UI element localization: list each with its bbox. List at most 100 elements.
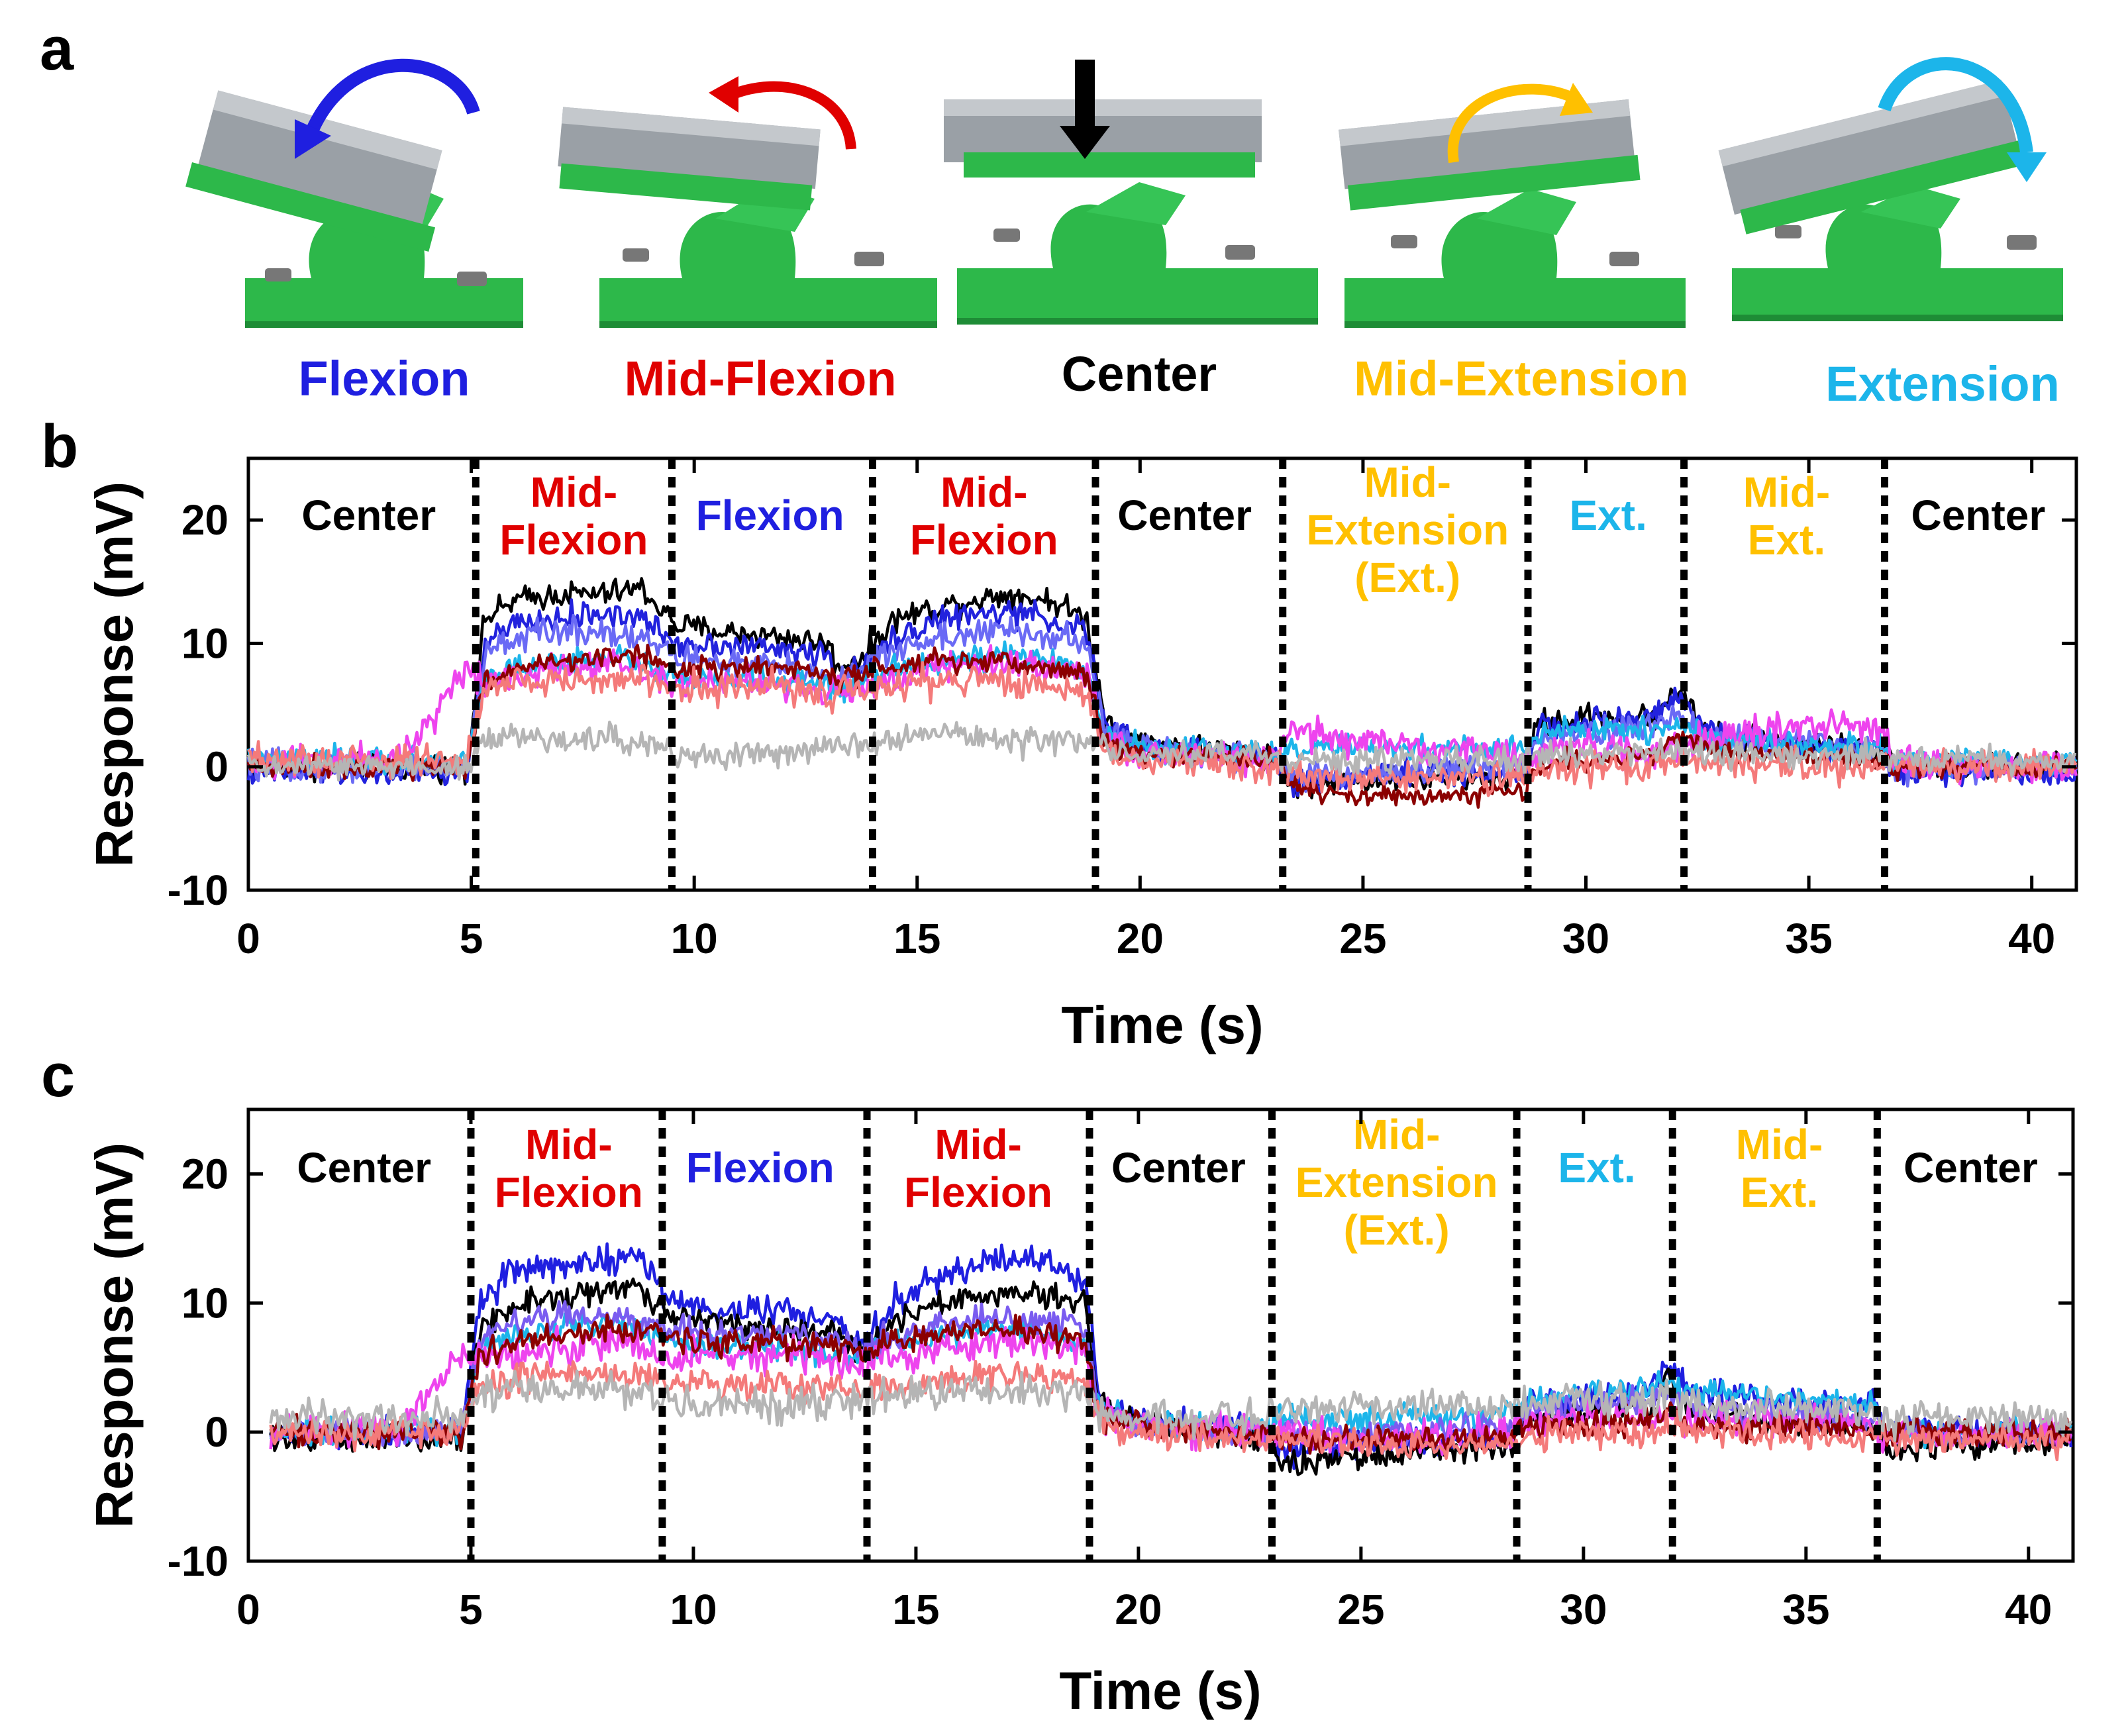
- x-axis-title: Time (s): [1059, 1661, 1261, 1720]
- x-tick-label: 10: [670, 1586, 717, 1633]
- panel-label-b: b: [41, 413, 78, 480]
- y-tick-label: 10: [181, 1279, 228, 1327]
- down-arrow-icon: [1060, 126, 1110, 159]
- phase-label: Center: [1111, 1144, 1246, 1192]
- x-tick-label: 20: [1117, 915, 1164, 962]
- x-tick-label: 30: [1562, 915, 1609, 962]
- phase-label: Center: [1911, 491, 2046, 539]
- phase-label: (Ext.): [1344, 1206, 1450, 1254]
- panel-a: Flexion Mid-Flexion: [185, 57, 2063, 411]
- device-photo-center: Center: [944, 60, 1318, 401]
- photo-label-center: Center: [1062, 346, 1217, 401]
- phase-label: Flexion: [910, 516, 1058, 564]
- plot-frame: [246, 1107, 2075, 1563]
- phase-label: Ext.: [1558, 1144, 1635, 1192]
- series-line-8: [269, 1369, 2073, 1443]
- x-tick-label: 10: [671, 915, 718, 962]
- phase-label: Flexion: [499, 516, 648, 564]
- phase-label: Ext.: [1748, 516, 1825, 564]
- x-tick-label: 25: [1337, 1586, 1384, 1633]
- photo-label-flexion: Flexion: [298, 351, 470, 406]
- device-photo-mid-extension: Mid-Extension: [1339, 83, 1689, 406]
- series-line-8: [246, 720, 2077, 782]
- phase-boundary-layer: [472, 458, 1889, 890]
- phase-label: Center: [297, 1144, 431, 1192]
- phase-label: Mid-: [1353, 1111, 1441, 1158]
- series-line-7: [269, 1359, 2072, 1462]
- x-tick-label: 35: [1786, 915, 1833, 962]
- x-tick-label: 40: [2005, 1586, 2052, 1633]
- phase-label: Mid-: [940, 468, 1028, 516]
- curved-arrow-icon: [1447, 83, 1579, 164]
- x-tick-label: 35: [1782, 1586, 1829, 1633]
- series-line-6: [246, 643, 2078, 809]
- panel-label-a: a: [40, 15, 74, 83]
- phase-label: (Ext.): [1354, 554, 1460, 601]
- phase-label: Mid-: [525, 1121, 613, 1168]
- curved-arrow-icon: [305, 58, 480, 135]
- photo-label-extension: Extension: [1825, 356, 2060, 411]
- y-tick-label: -10: [168, 1537, 229, 1585]
- down-arrow-shaft: [1075, 60, 1095, 132]
- phase-label: Center: [1903, 1144, 2038, 1192]
- x-tick-label: 5: [459, 1586, 483, 1633]
- y-tick-label: 10: [181, 619, 228, 667]
- arrow-head-icon: [709, 76, 738, 113]
- arrow-head-icon: [295, 119, 331, 159]
- y-tick-label: 0: [205, 743, 228, 791]
- phase-label: Extension: [1306, 506, 1509, 554]
- phase-label: Ext.: [1741, 1168, 1818, 1216]
- y-tick-label: 0: [205, 1408, 228, 1456]
- phase-label: Ext.: [1569, 491, 1647, 539]
- curved-arrow-icon: [1878, 57, 2033, 154]
- phase-label: Extension: [1295, 1158, 1498, 1206]
- x-tick-label: 5: [460, 915, 483, 962]
- phase-boundary-layer: [467, 1109, 1881, 1561]
- plot-frame: [246, 456, 2078, 892]
- phase-label: Mid-: [935, 1121, 1022, 1168]
- phase-label: Mid-: [1743, 468, 1831, 516]
- x-tick-label: 15: [892, 1586, 939, 1633]
- x-tick-label: 0: [236, 915, 260, 962]
- y-tick-label: 20: [181, 496, 228, 544]
- x-axis-title: Time (s): [1061, 996, 1263, 1054]
- y-axis-title: Response (mV): [85, 482, 144, 867]
- y-tick-label: -10: [168, 866, 229, 914]
- arrow-head-icon: [2007, 152, 2047, 182]
- curved-arrow-icon: [726, 81, 856, 150]
- photo-label-mid-extension: Mid-Extension: [1354, 351, 1689, 406]
- device-photo-mid-flexion: Mid-Flexion: [558, 76, 937, 406]
- phase-label: Flexion: [696, 491, 844, 539]
- x-tick-label: 40: [2008, 915, 2055, 962]
- device-photo-extension: Extension: [1718, 57, 2063, 411]
- device-photo-flexion: Flexion: [185, 58, 523, 406]
- x-tick-label: 15: [893, 915, 940, 962]
- phase-label: Flexion: [686, 1144, 835, 1192]
- trace-layer: [269, 1242, 2073, 1476]
- y-axis-title: Response (mV): [85, 1143, 144, 1528]
- x-tick-label: 0: [236, 1586, 260, 1633]
- phase-label: Flexion: [495, 1168, 643, 1216]
- phase-label: Mid-: [531, 468, 618, 516]
- x-tick-label: 20: [1115, 1586, 1162, 1633]
- x-tick-label: 25: [1339, 915, 1386, 962]
- arrow-head-icon: [1560, 83, 1593, 116]
- phase-label: Flexion: [904, 1168, 1052, 1216]
- photo-label-mid-flexion: Mid-Flexion: [624, 351, 896, 406]
- phase-label: Center: [1117, 491, 1252, 539]
- phase-label: Mid-: [1364, 458, 1451, 506]
- phase-label: Mid-: [1736, 1121, 1823, 1168]
- y-tick-label: 20: [181, 1150, 228, 1198]
- panel-label-c: c: [41, 1042, 75, 1109]
- phase-label: Center: [301, 491, 436, 539]
- x-tick-label: 30: [1560, 1586, 1607, 1633]
